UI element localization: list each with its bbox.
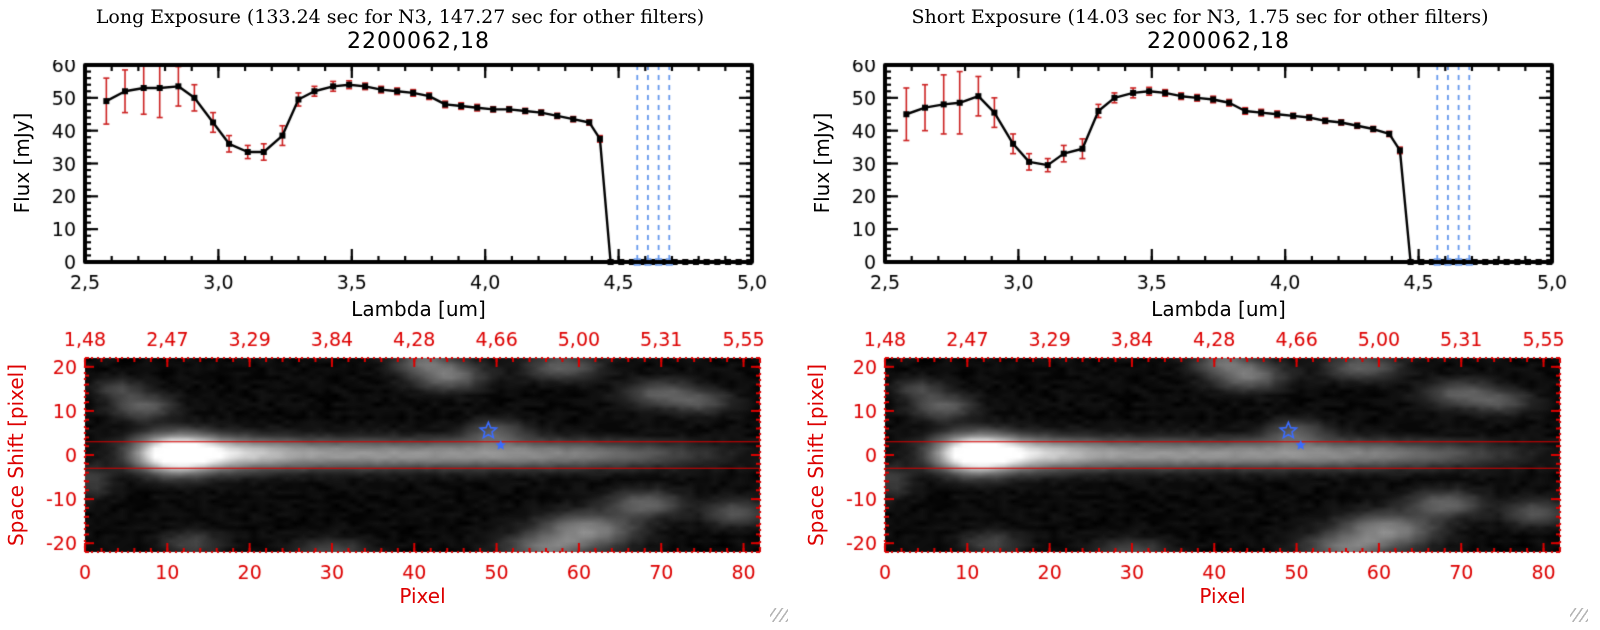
spectrum-title: 2200062,18 [347,29,490,54]
spectrum-title: 2200062,18 [1147,29,1290,54]
flux-axis-label: Flux [mJy] [10,112,34,214]
pixel-axis-label: Pixel [1199,584,1246,608]
panel-header-short: Short Exposure (14.03 sec for N3, 1.75 s… [911,6,1489,28]
resize-grip[interactable] [770,608,788,622]
pixel-axis-label: Pixel [399,584,446,608]
lambda-axis-label: Lambda [um] [1151,297,1286,321]
panel-header-long: Long Exposure (133.24 sec for N3, 147.27… [95,6,705,28]
flux-axis-label: Flux [mJy] [810,112,834,214]
spatial-spectral-image [40,325,775,590]
short-exposure-panel: Short Exposure (14.03 sec for N3, 1.75 s… [800,0,1600,630]
lambda-axis-label: Lambda [um] [351,297,486,321]
spatial-spectral-image [840,325,1575,590]
flux-spectrum-plot [40,60,775,300]
long-exposure-panel: Long Exposure (133.24 sec for N3, 147.27… [4,6,788,622]
flux-spectrum-plot [840,60,1575,300]
space-shift-axis-label: Space Shift [pixel] [804,363,828,547]
space-shift-axis-label: Space Shift [pixel] [4,363,28,547]
resize-grip[interactable] [1570,608,1588,622]
